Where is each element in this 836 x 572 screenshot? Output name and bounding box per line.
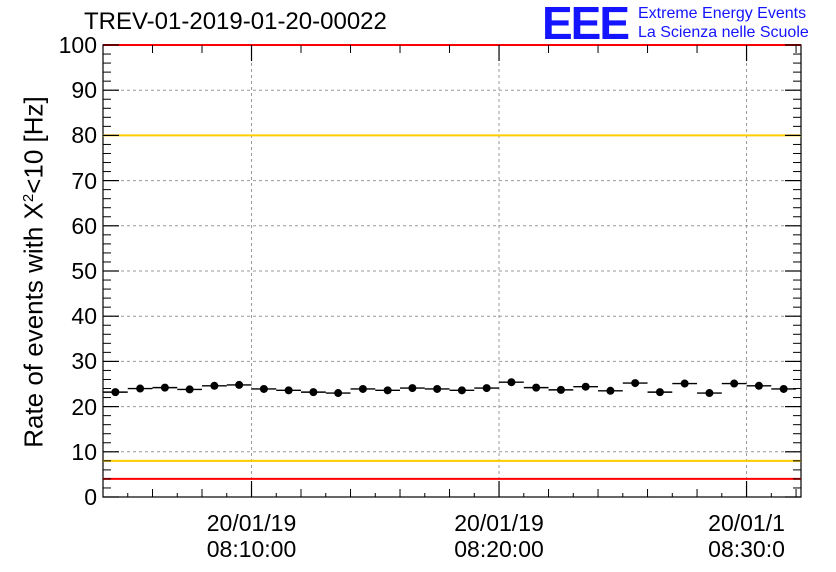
data-point — [581, 382, 590, 391]
data-point — [334, 389, 343, 398]
data-point — [235, 380, 244, 389]
data-point — [433, 384, 442, 393]
x-tick-label: 20/01/1 08:30:0 — [687, 511, 807, 561]
x-tick-label: 20/01/19 08:10:00 — [192, 511, 312, 561]
axis-ticks — [102, 44, 801, 498]
data-point — [111, 388, 120, 397]
x-tick-time: 08:20:00 — [454, 536, 544, 562]
data-point — [680, 379, 689, 388]
data-point — [383, 386, 392, 395]
reference-lines — [103, 44, 801, 480]
y-tick-label: 40 — [71, 303, 97, 330]
data-point — [507, 378, 516, 387]
data-point — [730, 379, 739, 388]
y-axis-label-sup: 2 — [19, 193, 37, 203]
data-point — [754, 381, 763, 390]
data-point — [136, 384, 145, 393]
y-tick-label: 100 — [58, 32, 97, 58]
y-tick-label: 50 — [71, 258, 97, 284]
logo-subtitle-1: Extreme Energy Events — [638, 5, 807, 22]
data-points — [103, 378, 797, 398]
data-point — [210, 381, 219, 390]
y-tick-label: 70 — [71, 167, 97, 194]
data-point — [779, 384, 788, 393]
data-point — [259, 384, 268, 393]
data-point — [408, 384, 417, 393]
data-point — [160, 383, 169, 392]
y-tick-label: 60 — [71, 212, 97, 239]
data-point — [358, 384, 367, 393]
data-point — [185, 385, 194, 394]
data-point — [606, 386, 615, 395]
logo-mark: EEE — [542, 0, 630, 49]
data-point — [705, 389, 714, 398]
chart-title: TREV-01-2019-01-20-00022 — [84, 8, 387, 35]
y-tick-label: 90 — [71, 77, 97, 104]
data-point — [556, 385, 565, 394]
x-tick-date: 20/01/19 — [206, 510, 297, 536]
data-point — [309, 388, 318, 397]
eee-logo: EEE Extreme Energy Events La Scienza nel… — [542, 0, 832, 49]
logo-subtitle-2: La Scienza nelle Scuole — [638, 24, 809, 41]
data-point — [631, 379, 640, 388]
x-tick-time: 08:30:0 — [708, 536, 785, 562]
data-point — [284, 386, 293, 395]
grid-lines — [103, 45, 801, 497]
data-point — [457, 386, 466, 395]
x-tick-date: 20/01/19 — [454, 510, 544, 536]
data-point — [482, 384, 491, 393]
x-tick-date: 20/01/1 — [708, 510, 785, 536]
y-tick-label: 30 — [71, 348, 97, 375]
x-tick-time: 08:10:00 — [206, 536, 297, 562]
data-point — [532, 383, 541, 392]
data-point — [655, 388, 664, 397]
y-tick-label: 0 — [84, 484, 97, 510]
x-tick-label: 20/01/19 08:20:00 — [439, 511, 559, 561]
y-tick-label: 20 — [71, 393, 97, 420]
y-tick-label: 80 — [71, 122, 97, 149]
y-tick-label: 10 — [71, 438, 97, 465]
